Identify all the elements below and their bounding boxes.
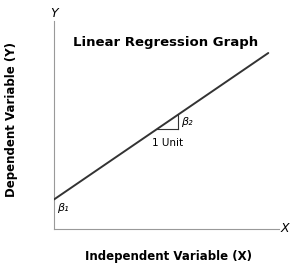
Text: Y: Y bbox=[50, 7, 58, 20]
Text: 1 Unit: 1 Unit bbox=[152, 138, 183, 148]
Text: Linear Regression Graph: Linear Regression Graph bbox=[73, 36, 258, 49]
Text: Dependent Variable (Y): Dependent Variable (Y) bbox=[5, 42, 19, 197]
Text: β₂: β₂ bbox=[182, 117, 193, 127]
Text: Independent Variable (X): Independent Variable (X) bbox=[85, 250, 251, 263]
Text: β₁: β₁ bbox=[57, 203, 68, 213]
Text: X: X bbox=[280, 222, 289, 235]
